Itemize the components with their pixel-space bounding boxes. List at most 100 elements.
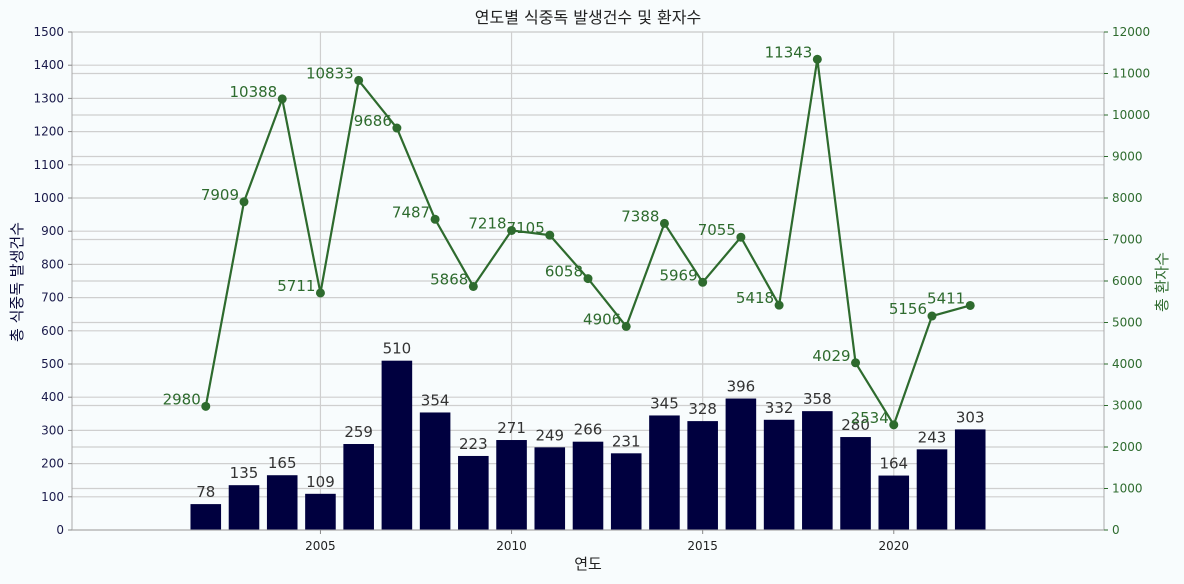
bar-value-label: 164 <box>879 455 908 473</box>
line-point <box>736 232 746 242</box>
bar-value-label: 271 <box>497 419 526 437</box>
line-point <box>507 225 517 235</box>
line-value-label: 2980 <box>163 390 201 408</box>
y2-axis-title: 총 환자수 <box>1153 252 1171 312</box>
bar-value-label: 165 <box>268 454 297 472</box>
line-value-label: 7388 <box>621 207 659 225</box>
bar-value-label: 249 <box>535 426 564 444</box>
line-value-label: 5418 <box>736 289 774 307</box>
line-point <box>430 214 440 224</box>
bar <box>190 504 222 530</box>
bar-value-label: 266 <box>574 421 603 439</box>
axes: 0 100 200 300 400 500 600 700 800 900 1000 1100 1200… <box>33 25 1150 553</box>
y-tick-label: 200 <box>41 457 64 471</box>
y2-tick-label: 4000 <box>1112 357 1143 371</box>
y2-tick-label: 5000 <box>1112 316 1143 330</box>
line-point <box>621 321 631 331</box>
y2-tick-label: 3000 <box>1112 399 1143 413</box>
bar <box>381 360 413 530</box>
y-tick-label: 1500 <box>33 25 64 39</box>
bar <box>266 475 298 530</box>
bar-value-label: 243 <box>918 428 947 446</box>
bar <box>725 398 757 530</box>
x-axis-title: 연도 <box>574 555 602 573</box>
line-value-label: 7909 <box>201 186 239 204</box>
bar <box>687 421 718 530</box>
line-point <box>812 54 822 64</box>
y2-tick-label: 12000 <box>1112 25 1150 39</box>
line-point <box>545 230 555 240</box>
bar <box>954 429 986 530</box>
line-value-label: 7055 <box>698 221 736 239</box>
line-point <box>927 311 937 321</box>
line-point <box>354 75 364 85</box>
bar <box>419 412 451 530</box>
y-tick-label: 100 <box>41 490 64 504</box>
chart-title: 연도별 식중독 발생건수 및 환자수 <box>475 8 701 27</box>
y2-tick-label: 11000 <box>1112 67 1150 81</box>
bar <box>228 485 260 530</box>
line-point <box>965 300 975 310</box>
y2-tick-label: 1000 <box>1112 482 1143 496</box>
line-value-label: 10833 <box>306 64 354 82</box>
line-point <box>851 358 861 368</box>
bar-series <box>190 360 986 530</box>
x-tick-label: 2020 <box>879 539 910 553</box>
bar-value-label: 303 <box>956 408 985 426</box>
line-value-label: 6058 <box>545 263 583 281</box>
y-tick-label: 1300 <box>33 91 64 105</box>
y-tick-label: 600 <box>41 324 64 338</box>
bar <box>878 475 910 530</box>
bar-value-label: 231 <box>612 432 641 450</box>
bar <box>916 449 948 530</box>
bar-value-label: 109 <box>306 473 335 491</box>
x-tick-label: 2010 <box>496 539 527 553</box>
line-value-label: 5411 <box>927 289 965 307</box>
bar <box>763 419 795 530</box>
y2-tick-label: 9000 <box>1112 150 1143 164</box>
y2-tick-label: 2000 <box>1112 440 1143 454</box>
x-tick-label: 2005 <box>305 539 336 553</box>
line-point <box>201 401 211 411</box>
line-point <box>698 277 708 287</box>
y-tick-label: 800 <box>41 257 64 271</box>
bar-value-label: 332 <box>765 399 794 417</box>
y2-tick-label: 10000 <box>1112 108 1150 122</box>
line-value-label: 7218 <box>468 214 506 232</box>
bar-value-label: 510 <box>383 340 412 358</box>
line-value-label: 5156 <box>889 300 927 318</box>
bar <box>840 437 871 530</box>
bar-value-label: 280 <box>841 416 870 434</box>
y-tick-label: 300 <box>41 423 64 437</box>
line-value-label: 10388 <box>230 83 278 101</box>
line-value-label: 5969 <box>659 266 697 284</box>
bar <box>458 455 489 530</box>
bar <box>534 447 566 530</box>
y-axis-title: 총 식중독 발생건수 <box>8 222 26 342</box>
y2-tick-label: 0 <box>1112 523 1120 537</box>
line-point <box>774 300 784 310</box>
data-labels: 78 135 165 109 259 510 354 223 271 249 266 231 345 32… <box>163 43 985 501</box>
y2-tick-label: 8000 <box>1112 191 1143 205</box>
line-point <box>468 281 478 291</box>
line-point <box>239 197 249 207</box>
y-tick-label: 1200 <box>33 125 64 139</box>
line-point <box>315 288 325 298</box>
x-tick-label: 2015 <box>687 539 718 553</box>
y2-tick-label: 6000 <box>1112 274 1143 288</box>
bar-value-label: 354 <box>421 391 450 409</box>
bar-value-label: 396 <box>727 378 756 396</box>
line-value-label: 7487 <box>392 203 430 221</box>
y-tick-label: 0 <box>56 523 64 537</box>
bar <box>343 444 374 530</box>
bar <box>802 411 833 530</box>
bar-value-label: 328 <box>688 400 717 418</box>
line-value-label: 5711 <box>277 277 315 295</box>
bar-value-label: 345 <box>650 394 679 412</box>
bar-value-label: 358 <box>803 390 832 408</box>
y-tick-label: 500 <box>41 357 64 371</box>
bar-value-label: 223 <box>459 435 488 453</box>
bar-value-label: 259 <box>344 423 373 441</box>
line-point <box>889 420 899 430</box>
